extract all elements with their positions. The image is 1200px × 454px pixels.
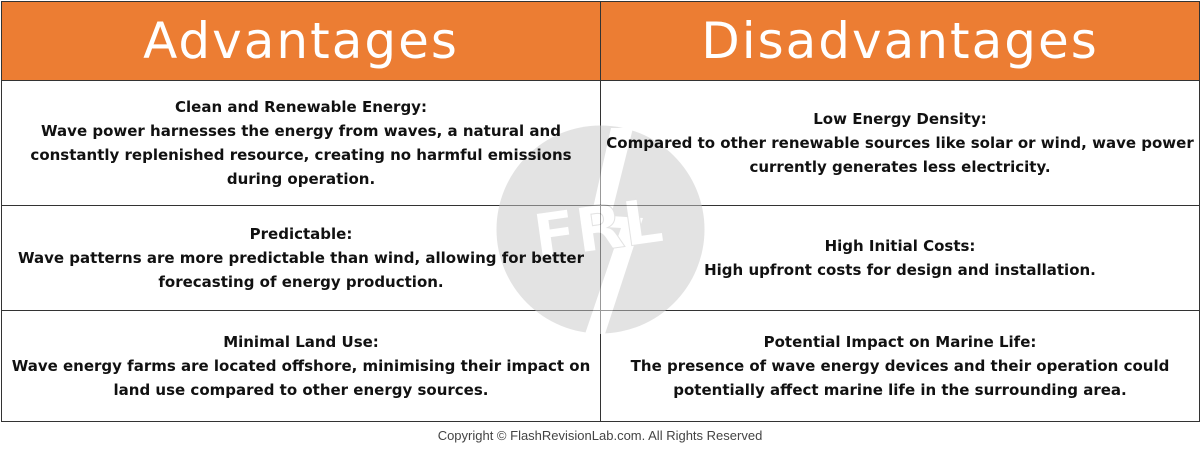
advantage-title: Clean and Renewable Energy: — [175, 98, 427, 116]
disadvantage-cell: Low Energy Density: Compared to other re… — [600, 80, 1200, 206]
comparison-table: Advantages Disadvantages Clean and Renew… — [1, 1, 1200, 422]
disadvantage-body: High upfront costs for design and instal… — [704, 261, 1096, 279]
advantage-body: Wave energy farms are located offshore, … — [11, 357, 591, 399]
disadvantage-title: Potential Impact on Marine Life: — [763, 333, 1037, 351]
advantage-body: Wave power harnesses the energy from wav… — [30, 122, 572, 188]
disadvantage-title: High Initial Costs: — [824, 237, 976, 255]
disadvantage-title: Low Energy Density: — [813, 110, 987, 128]
advantage-cell: Minimal Land Use: Wave energy farms are … — [1, 310, 601, 422]
disadvantage-cell: Potential Impact on Marine Life: The pre… — [600, 310, 1200, 422]
disadvantage-body: The presence of wave energy devices and … — [630, 357, 1170, 399]
disadvantage-cell: High Initial Costs: High upfront costs f… — [600, 205, 1200, 311]
advantage-cell: Clean and Renewable Energy: Wave power h… — [1, 80, 601, 206]
disadvantages-header: Disadvantages — [600, 1, 1200, 81]
table-row: Predictable: Wave patterns are more pred… — [1, 205, 1200, 311]
disadvantage-body: Compared to other renewable sources like… — [606, 134, 1194, 176]
advantages-header: Advantages — [1, 1, 601, 81]
advantage-cell: Predictable: Wave patterns are more pred… — [1, 205, 601, 311]
table-row: Clean and Renewable Energy: Wave power h… — [1, 80, 1200, 206]
copyright-footer: Copyright © FlashRevisionLab.com. All Ri… — [437, 428, 763, 443]
advantage-title: Predictable: — [249, 225, 353, 243]
advantage-title: Minimal Land Use: — [223, 333, 379, 351]
advantage-body: Wave patterns are more predictable than … — [17, 249, 585, 291]
table-row: Minimal Land Use: Wave energy farms are … — [1, 310, 1200, 422]
